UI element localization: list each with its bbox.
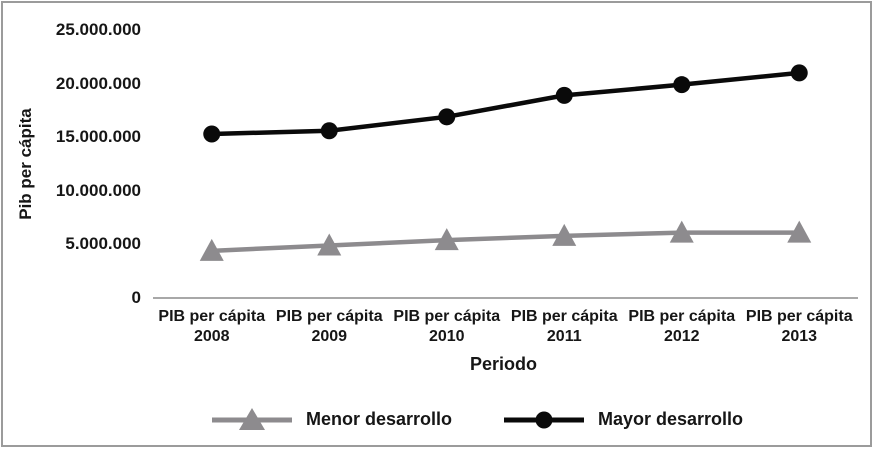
y-tick-label: 20.000.000 — [55, 73, 141, 93]
x-tick-line2: 2013 — [781, 328, 818, 345]
legend-marker-triangle-icon — [211, 408, 292, 430]
x-tick-label: PIB per cápita 2010 — [382, 307, 512, 347]
legend-item: Mayor desarrollo — [502, 405, 743, 433]
marker-triangle — [199, 238, 224, 261]
x-tick-line1: PIB per cápita — [158, 308, 266, 325]
y-tick-label: 0 — [131, 288, 141, 307]
legend-label: Menor desarrollo — [305, 408, 452, 429]
chart-frame: Pib per cápita 0 5.000.000 10.000.000 15.00… — [1, 1, 872, 447]
x-tick-line1: PIB per cápita — [628, 308, 736, 325]
series-line-1 — [209, 70, 802, 137]
x-tick-line1: PIB per cápita — [393, 308, 501, 325]
x-tick-label: PIB per cápita 2008 — [147, 307, 277, 347]
x-tick-line1: PIB per cápita — [275, 308, 383, 325]
y-tick-label: 15.000.000 — [55, 127, 141, 147]
marker-circle — [555, 86, 573, 104]
series-line-0 — [209, 230, 802, 254]
legend-marker-circle-icon — [503, 411, 584, 429]
x-tick-line2: 2012 — [663, 328, 700, 345]
legend-label: Mayor desarrollo — [597, 408, 744, 429]
x-tick-label: PIB per cápita 2009 — [264, 307, 394, 347]
x-tick-label: PIB per cápita 2013 — [734, 307, 864, 347]
marker-triangle — [669, 220, 694, 243]
marker-circle — [320, 122, 338, 140]
x-tick-label: PIB per cápita 2012 — [617, 307, 747, 347]
marker-triangle — [552, 223, 577, 246]
plot-area — [153, 64, 858, 299]
x-tick-line2: 2009 — [311, 328, 348, 345]
y-axis-title: Pib per cápita — [16, 108, 35, 220]
marker-triangle — [317, 233, 342, 256]
marker-triangle — [434, 228, 459, 251]
y-tick-label: 5.000.000 — [65, 234, 141, 254]
legend: Menor desarrollo Mayor desarrollo — [3, 401, 870, 437]
marker-circle — [438, 108, 456, 126]
y-tick-label: 25.000.000 — [55, 20, 141, 39]
marker-circle — [203, 125, 221, 143]
marker-circle — [673, 76, 691, 94]
x-tick-line2: 2011 — [546, 328, 582, 345]
marker-triangle — [787, 220, 812, 243]
x-axis-title: Periodo — [469, 354, 537, 374]
x-tick-line1: PIB per cápita — [510, 308, 618, 325]
x-tick-line2: 2010 — [428, 328, 465, 345]
x-tick-line2: 2008 — [193, 328, 230, 345]
x-tick-line1: PIB per cápita — [745, 308, 853, 325]
legend-item: Menor desarrollo — [210, 405, 452, 433]
marker-circle — [790, 64, 808, 82]
x-tick-label: PIB per cápita 2011 — [499, 307, 629, 347]
y-tick-label: 10.000.000 — [55, 180, 141, 200]
